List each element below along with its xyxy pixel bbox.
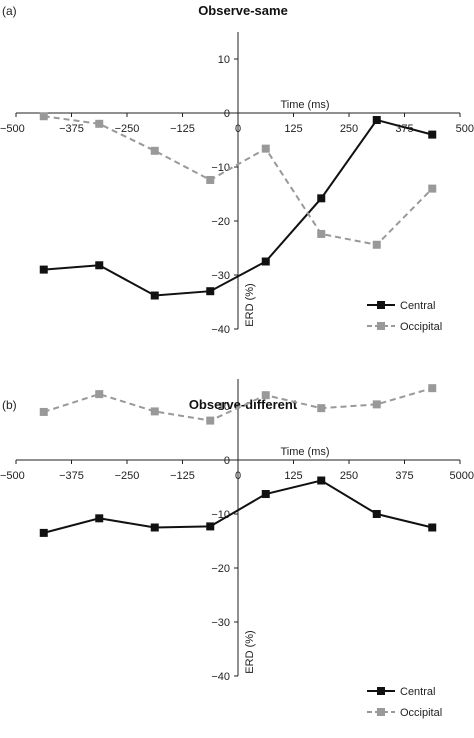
series-line-central: [43, 118, 433, 297]
data-point-occipital: [372, 400, 381, 409]
data-point-occipital: [150, 146, 159, 155]
chart-title: Observe-different: [189, 397, 298, 412]
y-tick-label: −10: [211, 162, 230, 174]
series-line-central: [43, 479, 433, 534]
data-point-occipital: [95, 390, 104, 399]
x-tick-label: −500: [0, 470, 25, 482]
data-point-central: [39, 528, 48, 537]
legend-marker-central: [377, 687, 385, 695]
y-axis-label: ERD (%): [244, 630, 256, 673]
x-tick-label: 0: [235, 123, 241, 135]
legend-label: Occipital: [400, 707, 442, 719]
data-point-occipital: [317, 404, 326, 413]
y-tick-label: −20: [211, 563, 230, 575]
x-tick-label: 125: [284, 123, 302, 135]
data-point-central: [95, 261, 104, 270]
data-point-occipital: [39, 407, 48, 416]
x-tick-label: 125: [284, 470, 302, 482]
x-tick-label: 0: [235, 470, 241, 482]
y-tick-label: −30: [211, 270, 230, 282]
chart-panel-a: (a) Observe-same−500 −375 −250 −125 0 125 250 37…: [0, 3, 474, 336]
x-tick-label: −375: [59, 123, 84, 135]
data-point-central: [372, 510, 381, 518]
series-line-occipital: [43, 115, 433, 246]
series-line-occipital: [43, 387, 433, 422]
panel-label: (b): [2, 398, 17, 412]
data-point-central: [372, 116, 381, 125]
x-axis-label: Time (ms): [280, 99, 329, 111]
y-tick-label: 0: [224, 455, 230, 467]
y-tick-label: 10: [218, 401, 230, 413]
legend-label: Central: [400, 300, 435, 312]
data-point-occipital: [261, 144, 270, 153]
data-point-central: [206, 287, 215, 296]
panel-label: (a): [2, 4, 17, 18]
data-point-occipital: [95, 119, 104, 128]
chart-panel-b: (b) Observe-different −500 −375 −250 −125 0 125…: [0, 379, 474, 719]
y-tick-label: −40: [211, 671, 230, 683]
y-tick-label: 0: [224, 108, 230, 120]
data-point-central: [206, 522, 215, 531]
data-point-central: [428, 523, 437, 532]
data-point-occipital: [372, 240, 381, 249]
x-tick-label: 500: [456, 123, 474, 135]
data-point-central: [428, 130, 437, 139]
data-point-central: [261, 257, 270, 266]
data-point-central: [150, 523, 159, 532]
x-tick-label: −375: [59, 470, 84, 482]
data-point-occipital: [261, 391, 270, 400]
data-point-central: [317, 194, 326, 203]
x-tick-label: −125: [170, 470, 195, 482]
data-point-central: [150, 291, 159, 300]
chart-title: Observe-same: [198, 3, 288, 18]
data-point-occipital: [150, 407, 159, 416]
data-point-occipital: [317, 229, 326, 238]
data-point-central: [261, 490, 270, 499]
data-point-occipital: [428, 384, 437, 393]
data-point-central: [39, 265, 48, 274]
data-point-central: [317, 476, 326, 485]
y-axis-label: ERD (%): [244, 283, 256, 326]
y-tick-label: 10: [218, 54, 230, 66]
x-tick-label: −250: [115, 470, 140, 482]
x-tick-label: −125: [170, 123, 195, 135]
y-tick-label: −30: [211, 617, 230, 629]
legend-marker-central: [377, 301, 385, 309]
x-tick-label: −250: [115, 123, 140, 135]
data-point-occipital: [206, 175, 215, 184]
y-tick-label: −40: [211, 324, 230, 336]
legend-marker-occipital: [377, 708, 385, 716]
x-tick-label: −500: [0, 123, 25, 135]
data-point-occipital: [206, 416, 215, 425]
x-tick-label: 375: [395, 470, 413, 482]
x-tick-label: 250: [340, 123, 358, 135]
y-tick-label: −20: [211, 216, 230, 228]
legend-label: Central: [400, 686, 435, 698]
legend-label: Occipital: [400, 321, 442, 333]
x-axis-label: Time (ms): [280, 446, 329, 458]
legend-marker-occipital: [377, 322, 385, 330]
data-point-occipital: [39, 112, 48, 121]
x-tick-label: 5000: [450, 470, 474, 482]
data-point-occipital: [428, 184, 437, 193]
x-tick-label: 250: [340, 470, 358, 482]
data-point-central: [95, 514, 104, 523]
